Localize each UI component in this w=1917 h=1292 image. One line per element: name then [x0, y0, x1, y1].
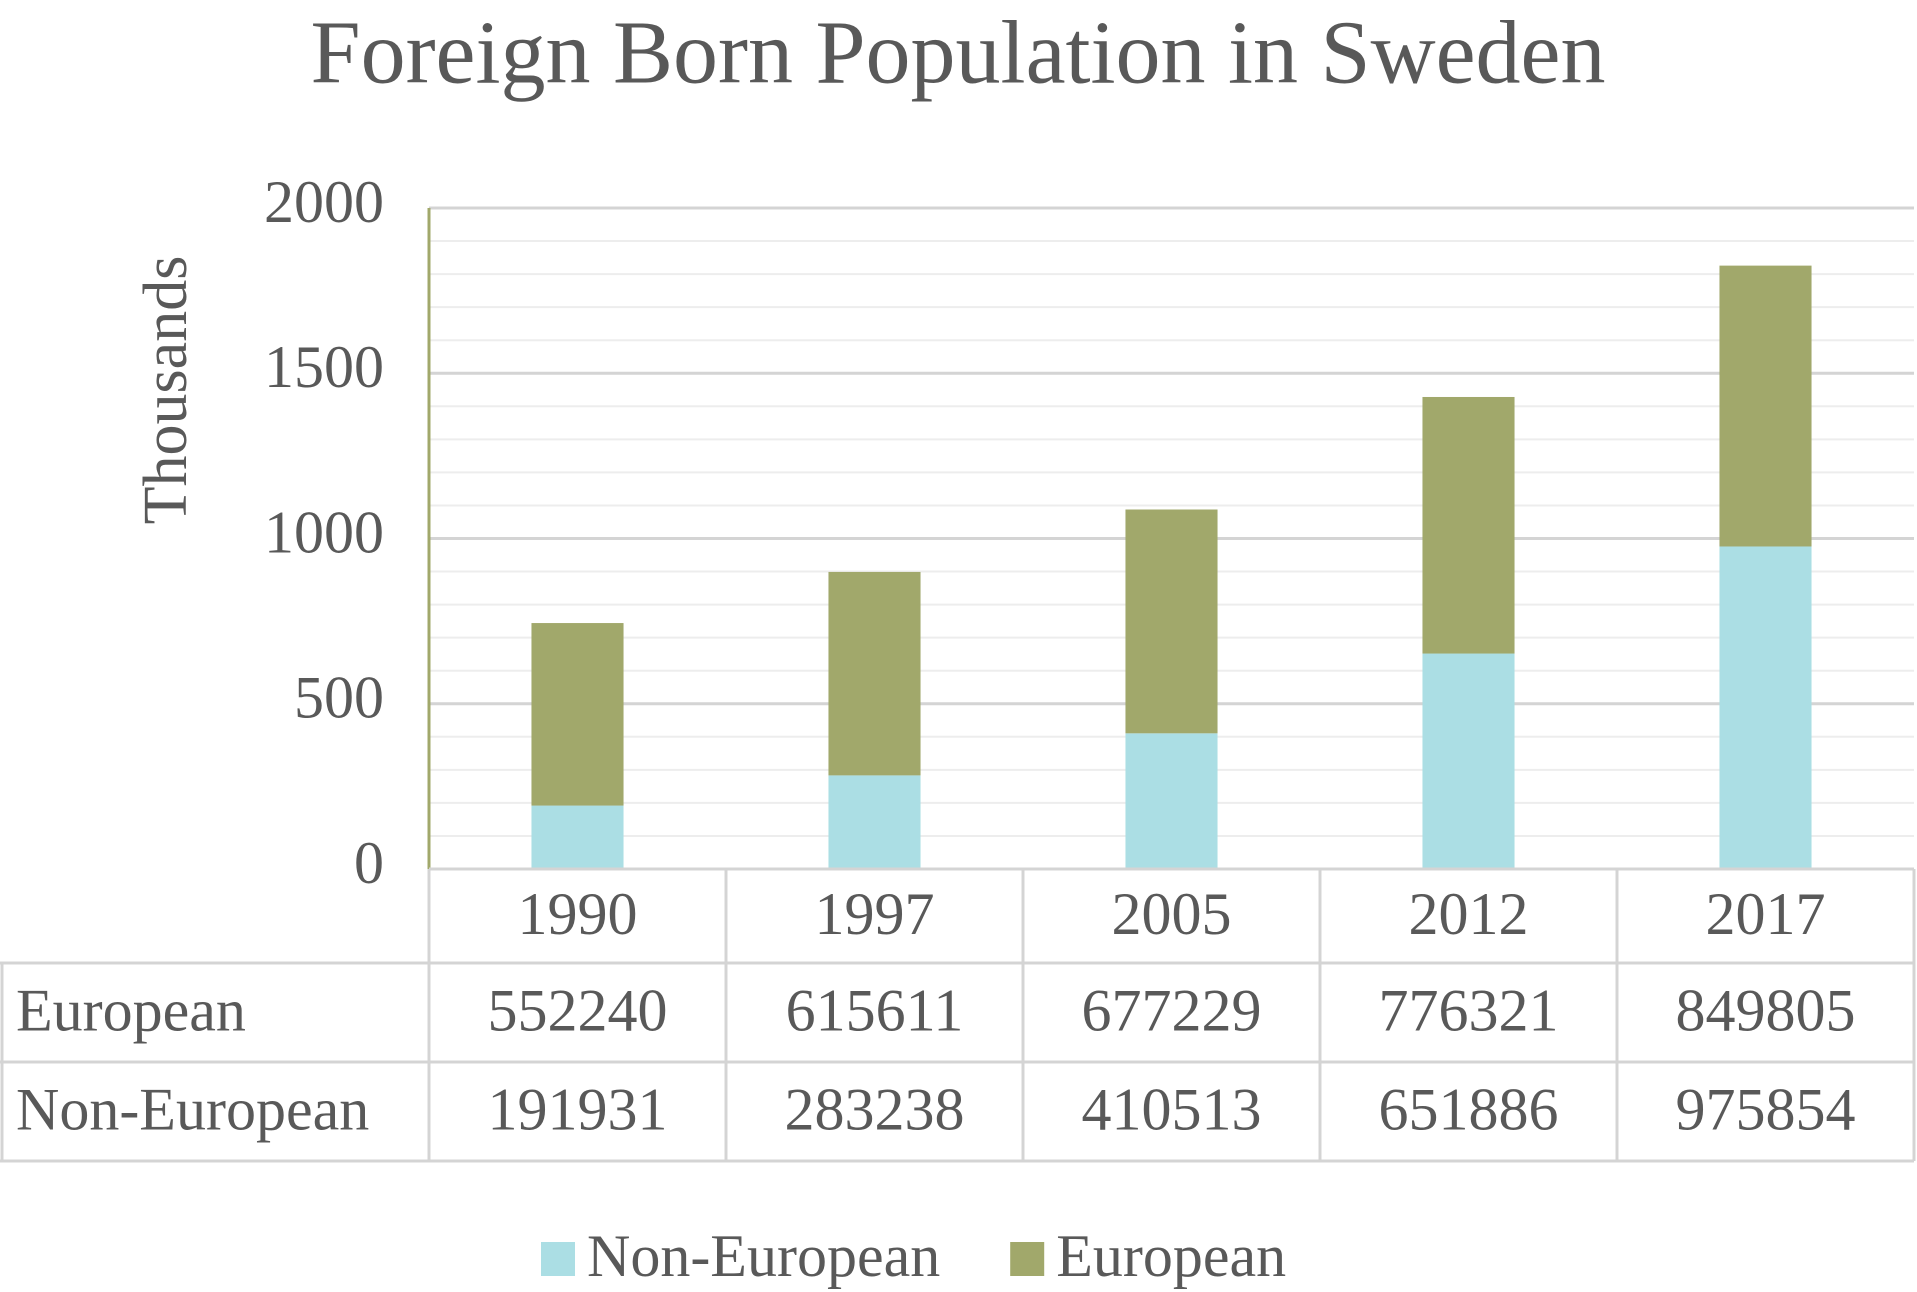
table-cell: 410513	[1082, 1076, 1262, 1142]
legend-swatch	[541, 1242, 575, 1276]
x-tick-label: 2017	[1706, 881, 1826, 947]
legend-label: Non-European	[587, 1223, 940, 1289]
x-tick-label: 1997	[815, 881, 935, 947]
table-cell: 615611	[786, 977, 964, 1043]
y-tick-label: 0	[354, 830, 384, 896]
table-cell: 552240	[488, 977, 668, 1043]
bar-segment	[1719, 546, 1812, 869]
table-cell: 776321	[1379, 977, 1559, 1043]
bar-segment	[1125, 509, 1218, 734]
bar-segment	[531, 805, 624, 869]
legend-label: European	[1056, 1223, 1286, 1289]
bar-segment	[1422, 653, 1515, 869]
y-axis-label: Thousands	[132, 256, 200, 525]
x-tick-label: 1990	[518, 881, 638, 947]
bar-segment	[531, 623, 624, 806]
bar-segment	[828, 571, 921, 776]
y-tick-label: 1000	[264, 499, 384, 565]
y-tick-label: 500	[294, 665, 384, 731]
bar-segment	[1125, 733, 1218, 869]
table-cell: 677229	[1082, 977, 1262, 1043]
table-row-label: Non-European	[16, 1076, 369, 1142]
y-tick-label: 1500	[264, 334, 384, 400]
bar-segment	[1422, 396, 1515, 654]
x-tick-label: 2012	[1409, 881, 1529, 947]
table-cell: 283238	[785, 1076, 965, 1142]
bar-segment	[828, 775, 921, 869]
chart-title: Foreign Born Population in Sweden	[311, 4, 1606, 103]
table-row-label: European	[16, 977, 246, 1043]
legend-swatch	[1010, 1242, 1045, 1276]
y-tick-label: 2000	[264, 169, 384, 235]
table-cell: 651886	[1379, 1076, 1559, 1142]
table-cell: 975854	[1676, 1076, 1856, 1142]
table-cell: 849805	[1676, 977, 1856, 1043]
bar-segment	[1719, 265, 1812, 547]
table-cell: 191931	[488, 1076, 668, 1142]
x-tick-label: 2005	[1112, 881, 1232, 947]
